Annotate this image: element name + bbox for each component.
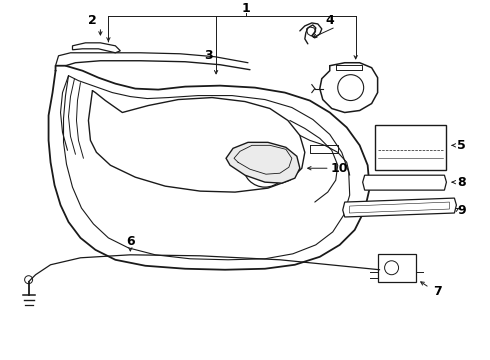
Text: 4: 4	[325, 14, 334, 27]
Text: 1: 1	[242, 3, 250, 15]
Polygon shape	[343, 198, 456, 217]
Polygon shape	[320, 63, 378, 112]
Text: 7: 7	[433, 285, 442, 298]
Polygon shape	[363, 175, 446, 190]
Text: 5: 5	[457, 139, 466, 152]
Text: 9: 9	[457, 203, 465, 216]
Text: 10: 10	[331, 162, 348, 175]
Polygon shape	[73, 43, 121, 53]
Text: 6: 6	[126, 235, 135, 248]
Text: 2: 2	[88, 14, 97, 27]
Text: 8: 8	[457, 176, 465, 189]
Bar	[375, 125, 446, 170]
Bar	[378, 254, 416, 282]
Text: 3: 3	[204, 49, 213, 62]
Polygon shape	[226, 142, 300, 183]
